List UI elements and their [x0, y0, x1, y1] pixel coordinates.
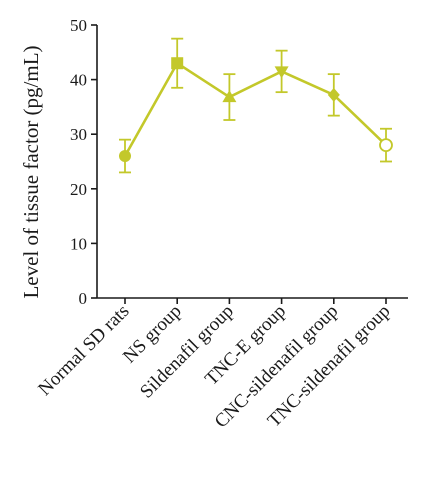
y-tick-label: 50 — [70, 16, 87, 35]
data-point — [222, 90, 237, 103]
y-axis-title: Level of tissue factor (pg/mL) — [19, 45, 43, 298]
data-point — [274, 66, 289, 79]
y-tick-label: 0 — [79, 289, 88, 308]
data-point — [171, 57, 184, 70]
y-tick-label: 30 — [70, 125, 87, 144]
x-tick-label: Sildenafil group — [136, 301, 238, 403]
y-axis: 0 10 20 30 40 50 — [70, 16, 98, 308]
y-tick-label: 40 — [70, 71, 87, 90]
data-point — [327, 87, 340, 102]
data-point — [119, 150, 131, 163]
y-tick-label: 10 — [70, 234, 87, 253]
data-point — [379, 138, 393, 153]
data-series — [119, 37, 393, 174]
y-tick-label: 20 — [70, 180, 87, 199]
x-tick-label: Normal SD rats — [34, 301, 133, 400]
series-line — [123, 61, 387, 157]
